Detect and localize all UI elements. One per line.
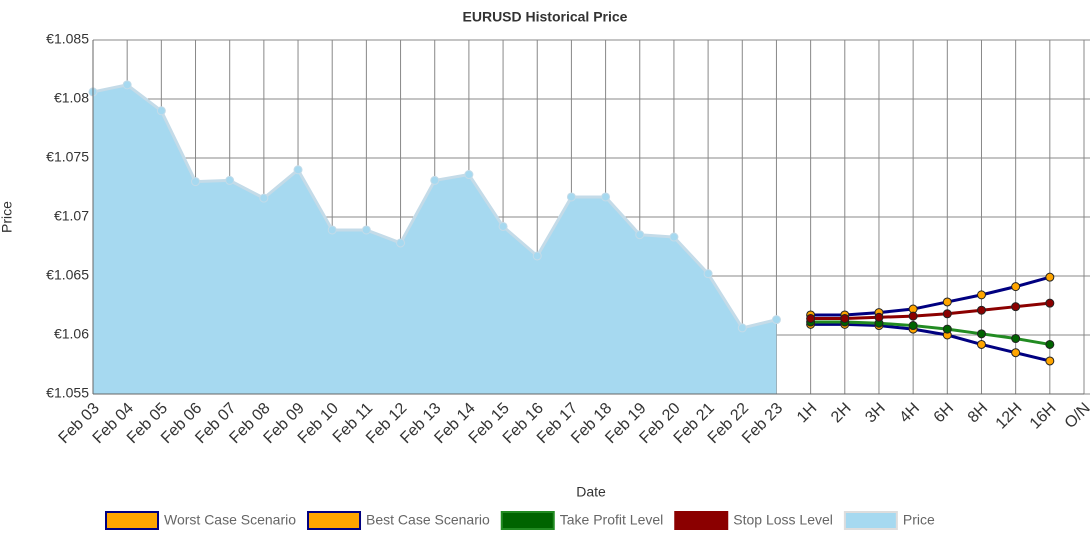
legend-swatch bbox=[307, 511, 362, 530]
series-point bbox=[942, 309, 952, 319]
x-tick-label: 3H bbox=[862, 400, 888, 426]
price-point bbox=[703, 269, 713, 279]
series-point bbox=[874, 312, 884, 322]
price-point bbox=[566, 192, 576, 202]
x-tick-label: O/N bbox=[1062, 400, 1091, 432]
price-point bbox=[156, 106, 166, 116]
series-point bbox=[908, 321, 918, 331]
x-tick-label: 8H bbox=[965, 400, 991, 426]
series-point bbox=[976, 290, 986, 300]
series-point bbox=[976, 305, 986, 315]
price-point bbox=[532, 251, 542, 261]
price-point bbox=[327, 225, 337, 235]
series-point bbox=[908, 311, 918, 321]
x-tick-label: 2H bbox=[828, 400, 854, 426]
legend-swatch bbox=[105, 511, 159, 530]
price-point bbox=[361, 225, 371, 235]
series-point bbox=[1045, 356, 1055, 366]
price-point bbox=[737, 323, 747, 333]
y-tick-label: €1.08 bbox=[54, 90, 89, 106]
series-point bbox=[942, 297, 952, 307]
legend-label: Worst Case Scenario bbox=[164, 512, 296, 528]
legend-label: Stop Loss Level bbox=[733, 512, 833, 528]
series-point bbox=[1011, 282, 1021, 292]
x-tick-label: 1H bbox=[794, 400, 820, 426]
chart-title: EURUSD Historical Price bbox=[463, 9, 628, 25]
series-point bbox=[976, 329, 986, 339]
price-point bbox=[191, 177, 201, 187]
series-point bbox=[1011, 348, 1021, 358]
series-point bbox=[1011, 302, 1021, 312]
y-tick-label: €1.075 bbox=[46, 149, 89, 165]
price-point bbox=[259, 193, 269, 203]
y-tick-label: €1.065 bbox=[46, 267, 89, 283]
series-point bbox=[1045, 298, 1055, 308]
price-point bbox=[122, 80, 132, 90]
series-point bbox=[1045, 272, 1055, 282]
series-point bbox=[806, 313, 816, 323]
series-point bbox=[942, 324, 952, 334]
x-tick-label: 12H bbox=[993, 400, 1026, 433]
legend-label: Take Profit Level bbox=[560, 512, 664, 528]
series-line bbox=[810, 301, 1050, 320]
y-axis-title: Price bbox=[0, 201, 15, 233]
price-point bbox=[293, 165, 303, 175]
price-area bbox=[93, 84, 777, 394]
legend-swatch bbox=[500, 511, 555, 530]
price-point bbox=[669, 232, 679, 242]
x-axis-title: Date bbox=[576, 484, 606, 500]
series-line bbox=[810, 275, 1051, 317]
legend-label: Best Case Scenario bbox=[366, 512, 490, 528]
series-point bbox=[1011, 334, 1021, 344]
price-point bbox=[396, 238, 406, 248]
series-line bbox=[810, 320, 1051, 346]
price-point bbox=[635, 230, 645, 240]
series-line bbox=[810, 322, 1051, 363]
y-tick-label: €1.07 bbox=[54, 208, 89, 224]
x-tick-label: 4H bbox=[896, 400, 922, 426]
price-point bbox=[464, 170, 474, 180]
y-tick-label: €1.085 bbox=[46, 31, 89, 47]
series-point bbox=[1045, 339, 1055, 349]
price-point bbox=[601, 192, 611, 202]
y-tick-label: €1.055 bbox=[46, 385, 89, 401]
legend-swatch bbox=[674, 511, 729, 530]
price-point bbox=[498, 221, 508, 231]
price-point bbox=[225, 175, 235, 185]
x-tick-label: 6H bbox=[931, 400, 957, 426]
price-point bbox=[771, 315, 781, 325]
series-point bbox=[976, 339, 986, 349]
price-point bbox=[430, 175, 440, 185]
legend-label: Price bbox=[903, 512, 935, 528]
series-point bbox=[840, 313, 850, 323]
y-tick-label: €1.06 bbox=[54, 326, 89, 342]
legend-swatch bbox=[843, 511, 898, 530]
x-tick-label: 16H bbox=[1027, 400, 1060, 433]
